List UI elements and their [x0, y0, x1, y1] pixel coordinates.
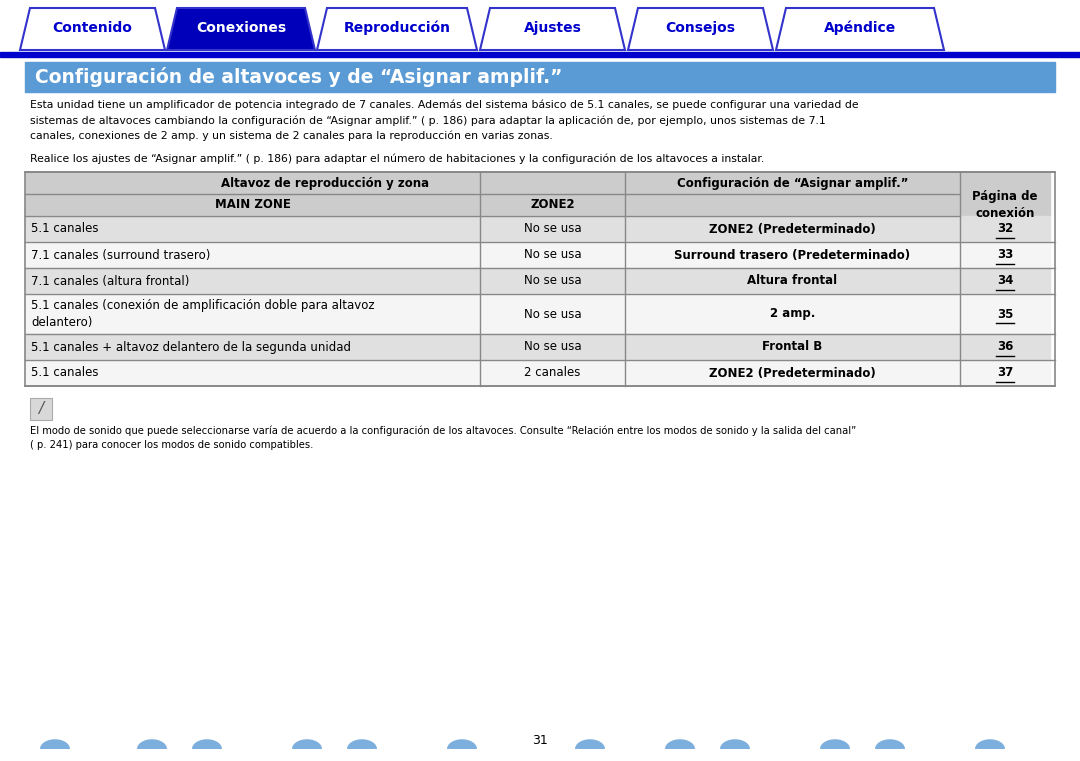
Bar [25, 334, 480, 360]
Text: No se usa: No se usa [524, 222, 581, 235]
Text: 2 amp.: 2 amp. [770, 307, 815, 320]
Bar [625, 268, 960, 294]
Polygon shape [975, 739, 1005, 749]
Bar [960, 334, 1050, 360]
Text: 32: 32 [997, 222, 1013, 235]
Polygon shape [720, 739, 750, 749]
Text: 35: 35 [997, 307, 1013, 320]
Polygon shape [627, 8, 773, 50]
Text: ZONE2 (Predeterminado): ZONE2 (Predeterminado) [710, 222, 876, 235]
Polygon shape [167, 8, 315, 50]
Bar [25, 194, 480, 216]
Text: /: / [39, 402, 43, 416]
Polygon shape [777, 8, 944, 50]
Bar [625, 194, 960, 216]
Polygon shape [192, 739, 222, 749]
Bar [25, 294, 480, 334]
Text: 5.1 canales: 5.1 canales [31, 367, 98, 380]
Text: Configuración de altavoces y de “Asignar amplif.”: Configuración de altavoces y de “Asignar… [35, 67, 563, 87]
Bar [480, 268, 625, 294]
Text: Configuración de “Asignar amplif.”: Configuración de “Asignar amplif.” [677, 177, 908, 189]
Polygon shape [318, 8, 477, 50]
Text: 37: 37 [997, 367, 1013, 380]
Bar [25, 360, 480, 386]
Text: 5.1 canales + altavoz delantero de la segunda unidad: 5.1 canales + altavoz delantero de la se… [31, 340, 351, 354]
Polygon shape [347, 739, 377, 749]
Polygon shape [665, 739, 696, 749]
Text: Consejos: Consejos [665, 21, 735, 35]
Bar [625, 242, 960, 268]
Text: 7.1 canales (altura frontal): 7.1 canales (altura frontal) [31, 275, 189, 288]
Polygon shape [447, 739, 477, 749]
Text: Apéndice: Apéndice [824, 21, 896, 35]
Bar [25, 216, 480, 242]
Bar [480, 360, 625, 386]
Text: No se usa: No se usa [524, 275, 581, 288]
Bar [960, 216, 1050, 242]
Text: El modo de sonido que puede seleccionarse varía de acuerdo a la configuración de: El modo de sonido que puede seleccionars… [30, 426, 856, 451]
Polygon shape [40, 739, 70, 749]
Text: 5.1 canales: 5.1 canales [31, 222, 98, 235]
Bar [25, 242, 480, 268]
Text: Conexiones: Conexiones [195, 21, 286, 35]
Bar [480, 242, 625, 268]
Bar [625, 360, 960, 386]
Text: No se usa: No se usa [524, 249, 581, 262]
Polygon shape [21, 8, 165, 50]
Text: MAIN ZONE: MAIN ZONE [215, 199, 291, 212]
Bar [30, 398, 52, 420]
Polygon shape [480, 8, 625, 50]
Text: ZONE2 (Predeterminado): ZONE2 (Predeterminado) [710, 367, 876, 380]
Text: 31: 31 [532, 734, 548, 747]
Text: No se usa: No se usa [524, 340, 581, 354]
Bar [625, 216, 960, 242]
Polygon shape [875, 739, 905, 749]
Polygon shape [292, 739, 322, 749]
Text: 33: 33 [997, 249, 1013, 262]
Text: 7.1 canales (surround trasero): 7.1 canales (surround trasero) [31, 249, 211, 262]
Bar [25, 172, 1055, 386]
Text: 2 canales: 2 canales [524, 367, 581, 380]
Bar [960, 360, 1050, 386]
Bar [625, 172, 960, 194]
Bar [25, 172, 625, 194]
Text: Esta unidad tiene un amplificador de potencia integrado de 7 canales. Además del: Esta unidad tiene un amplificador de pot… [30, 100, 859, 141]
Text: Surround trasero (Predeterminado): Surround trasero (Predeterminado) [674, 249, 910, 262]
Bar [960, 294, 1050, 334]
Text: Reproducción: Reproducción [343, 21, 450, 35]
Bar [480, 194, 625, 216]
Polygon shape [575, 739, 605, 749]
Bar [25, 268, 480, 294]
Text: 5.1 canales (conexión de amplificación doble para altavoz
delantero): 5.1 canales (conexión de amplificación d… [31, 299, 375, 329]
Text: Frontal B: Frontal B [762, 340, 823, 354]
Text: Contenido: Contenido [53, 21, 133, 35]
Text: ZONE2: ZONE2 [530, 199, 575, 212]
Bar [0, 52, 1080, 57]
Bar [960, 172, 1050, 216]
Bar [25, 62, 1055, 92]
Text: No se usa: No se usa [524, 307, 581, 320]
Bar [480, 334, 625, 360]
Bar [480, 216, 625, 242]
Text: Altura frontal: Altura frontal [747, 275, 838, 288]
Text: 36: 36 [997, 340, 1013, 354]
Text: Ajustes: Ajustes [524, 21, 581, 35]
Bar [960, 268, 1050, 294]
Polygon shape [820, 739, 850, 749]
Text: 34: 34 [997, 275, 1013, 288]
Bar [960, 242, 1050, 268]
Polygon shape [137, 739, 167, 749]
Text: Página de
conexión: Página de conexión [972, 190, 1038, 220]
Bar [625, 334, 960, 360]
Text: Altavoz de reproducción y zona: Altavoz de reproducción y zona [221, 177, 429, 189]
Text: Realice los ajustes de “Asignar amplif.” ( p. 186) para adaptar el número de hab: Realice los ajustes de “Asignar amplif.”… [30, 154, 765, 164]
Bar [625, 294, 960, 334]
Bar [480, 294, 625, 334]
